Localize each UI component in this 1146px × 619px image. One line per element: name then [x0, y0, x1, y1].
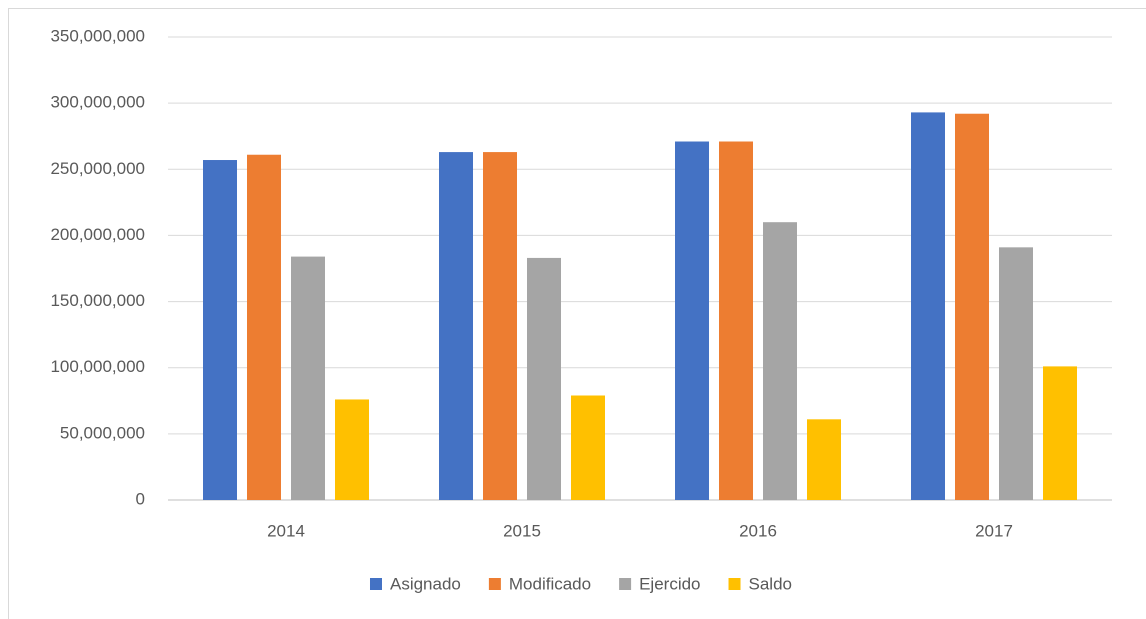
bar — [719, 141, 753, 500]
bar — [571, 395, 605, 500]
y-tick-label: 100,000,000 — [50, 357, 145, 376]
bar — [675, 141, 709, 500]
bar — [247, 154, 281, 500]
legend-swatch — [619, 578, 632, 590]
legend-swatch — [369, 578, 382, 590]
x-tick-label: 2014 — [267, 521, 305, 540]
bar — [999, 247, 1033, 500]
bar — [527, 257, 561, 500]
y-tick-label: 0 — [136, 489, 145, 508]
bar — [763, 222, 797, 500]
bar — [203, 160, 237, 501]
bar — [955, 113, 989, 501]
y-tick-label: 150,000,000 — [50, 291, 145, 310]
x-tick-label: 2016 — [739, 521, 777, 540]
bar — [483, 152, 517, 501]
x-tick-label: 2015 — [503, 521, 541, 540]
legend-swatch — [728, 578, 741, 590]
bar — [807, 419, 841, 500]
y-tick-label: 300,000,000 — [50, 93, 145, 112]
legend-label: Ejercido — [639, 574, 700, 593]
bar — [439, 152, 473, 501]
y-tick-label: 250,000,000 — [50, 159, 145, 178]
legend-label: Saldo — [749, 574, 792, 593]
y-tick-label: 350,000,000 — [50, 26, 145, 45]
legend-swatch — [488, 578, 501, 590]
bar — [291, 256, 325, 500]
legend-label: Asignado — [390, 574, 461, 593]
chart-border — [8, 8, 1146, 619]
y-tick-label: 200,000,000 — [50, 225, 145, 244]
legend-label: Modificado — [509, 574, 591, 593]
bar — [335, 399, 369, 500]
y-tick-label: 50,000,000 — [60, 423, 145, 442]
bar — [911, 112, 945, 500]
bar — [1043, 366, 1077, 500]
x-tick-label: 2017 — [975, 521, 1013, 540]
